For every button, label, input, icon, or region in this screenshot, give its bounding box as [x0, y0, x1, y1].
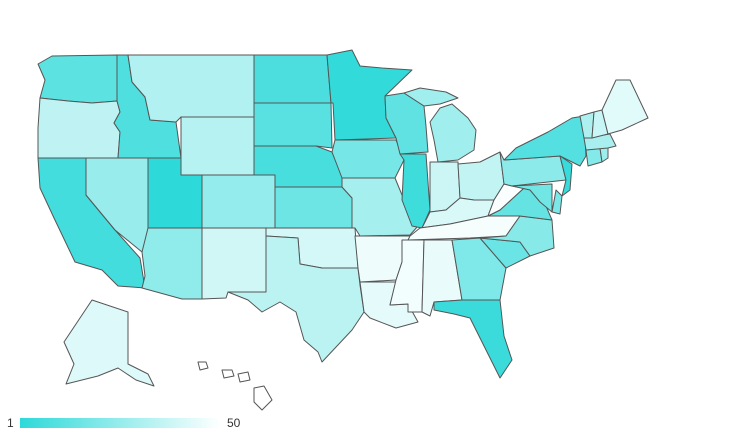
state-FL[interactable]	[433, 299, 513, 379]
state-HI[interactable]	[197, 361, 209, 371]
state-DE[interactable]	[551, 189, 563, 215]
legend-gradient-rect	[20, 418, 220, 428]
state-NM[interactable]	[201, 227, 267, 300]
state-OH[interactable]	[457, 151, 505, 201]
state-ND[interactable]	[253, 54, 332, 104]
state-HI-4[interactable]	[253, 385, 273, 411]
legend-min-label: 1	[7, 416, 14, 430]
state-MD[interactable]	[511, 183, 553, 213]
color-scale-legend: 1 50	[0, 412, 260, 436]
legend-max-label: 50	[227, 416, 241, 430]
state-WY[interactable]	[180, 116, 255, 176]
state-RI[interactable]	[599, 147, 609, 163]
state-HI-2[interactable]	[221, 369, 235, 379]
state-ME[interactable]	[601, 79, 649, 135]
state-OR[interactable]	[37, 97, 121, 159]
state-AZ[interactable]	[141, 227, 203, 300]
state-IA[interactable]	[331, 139, 405, 179]
state-IL[interactable]	[399, 153, 431, 229]
state-WA[interactable]	[37, 54, 118, 104]
state-TX[interactable]	[227, 235, 365, 363]
legend-gradient-bar	[20, 418, 220, 428]
state-CT[interactable]	[585, 147, 603, 167]
state-KS[interactable]	[274, 186, 353, 229]
state-AK[interactable]	[63, 299, 155, 387]
state-NJ[interactable]	[559, 155, 573, 197]
state-HI-3[interactable]	[237, 371, 251, 383]
state-MI[interactable]	[429, 103, 477, 163]
state-MI-UP[interactable]	[403, 87, 459, 107]
state-GA[interactable]	[451, 237, 507, 301]
state-CO[interactable]	[201, 174, 276, 229]
state-SD[interactable]	[253, 102, 333, 149]
